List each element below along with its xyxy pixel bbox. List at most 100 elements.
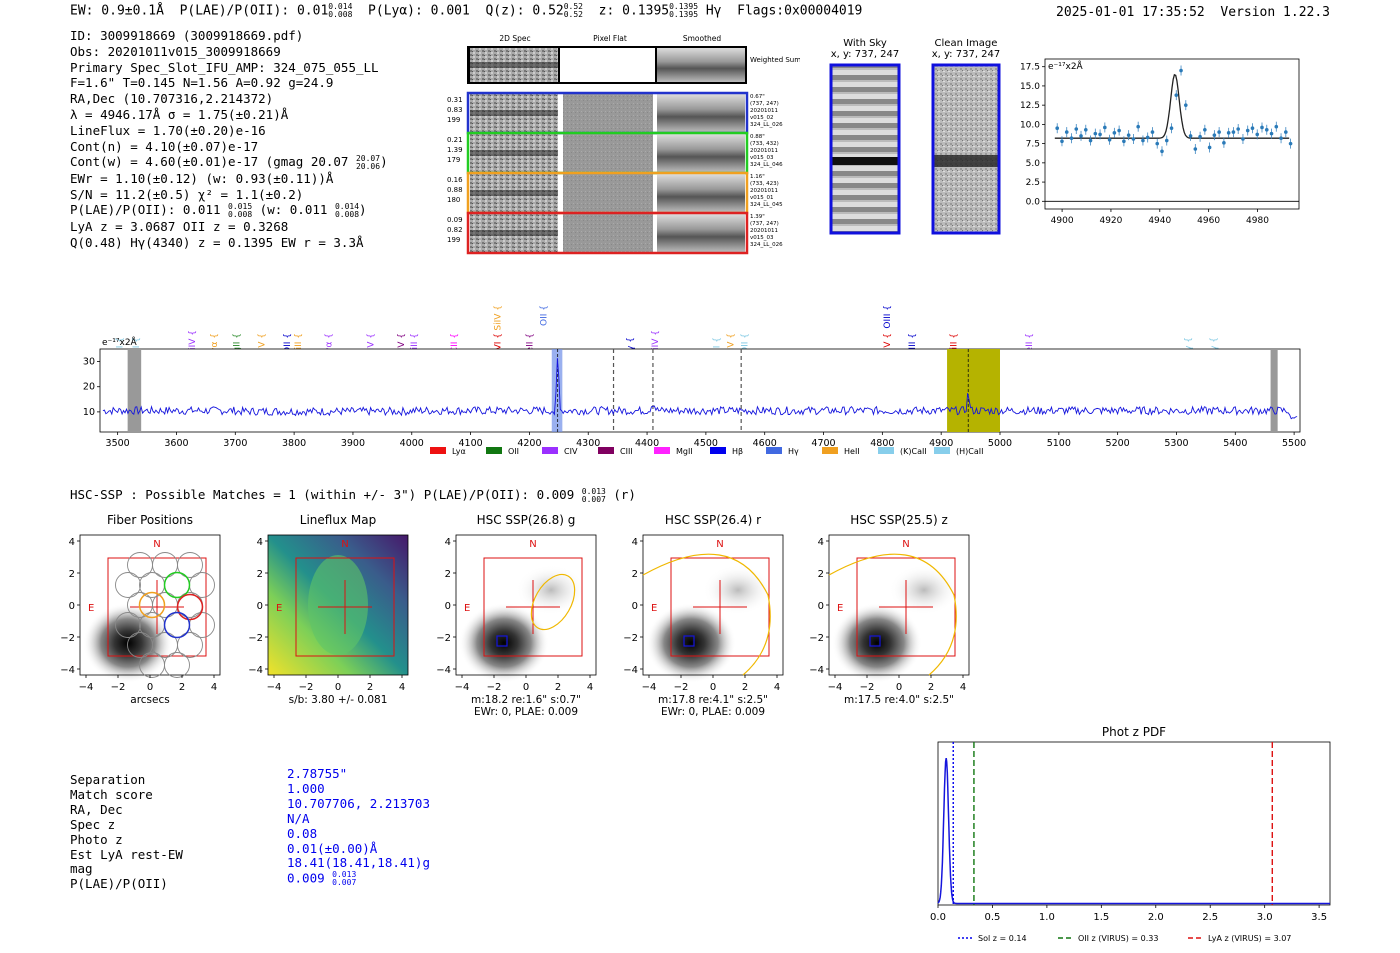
- x-tick-label: 5200: [1106, 438, 1130, 449]
- legend-label: Hγ: [788, 447, 799, 456]
- x-tick-label: 4980: [1246, 216, 1269, 226]
- y-tick-label: 2: [257, 569, 263, 580]
- clean-image-xy: x, y: 737, 247: [931, 49, 1001, 60]
- line-id-label: HeII {: [526, 333, 536, 359]
- row-meta: 20201011: [750, 108, 778, 114]
- info-q: Q(0.48) Hγ(4340) z = 0.1395 EW r = 3.3Å: [70, 234, 364, 250]
- legend-label: OII: [508, 447, 519, 456]
- x-tick-label: 4600: [753, 438, 777, 449]
- y-tick-label: 0: [445, 601, 451, 612]
- row-meta: v015_02: [750, 115, 774, 121]
- x-tick-label: 0: [523, 682, 529, 693]
- row-meta: 324_LL_026: [750, 122, 783, 128]
- x-tick-label: −2: [299, 682, 314, 693]
- row-pixelflat: [563, 94, 653, 132]
- legend-label: LyA z (VIRUS) = 3.07: [1208, 934, 1291, 943]
- row-meta: (737, 247): [750, 101, 779, 107]
- cutout-caption: m:18.2 re:1.6" s:0.7": [471, 694, 581, 706]
- legend-label: (K)CaII: [900, 447, 927, 456]
- fiber-circle: [164, 652, 190, 678]
- data-point: [1122, 139, 1126, 144]
- fiber-circle: [177, 632, 203, 658]
- y-tick-label: 10: [83, 407, 95, 418]
- x-tick-label: 4: [211, 682, 217, 693]
- line-id-label: Hγ {: [1184, 337, 1194, 358]
- weighted-sum-label: Weighted Sum: [750, 56, 800, 64]
- y-tick-label: −4: [248, 665, 263, 676]
- cutout-caption: EWr: 0, PLAE: 0.009: [661, 706, 765, 718]
- aperture-ellipse: [530, 573, 576, 631]
- data-point: [1136, 124, 1140, 129]
- x-tick-label: 3.0: [1257, 912, 1273, 923]
- data-point: [1179, 68, 1183, 73]
- match-ew: 0.01(±0.00)Å: [287, 840, 378, 856]
- header-meta: 2025-01-01 17:35:52 Version 1.22.3: [1056, 5, 1330, 20]
- y-tick-label: −4: [436, 665, 451, 676]
- line-id-label: NV {: [883, 333, 893, 354]
- cutout-caption: m:17.8 re:4.1" s:2.5": [658, 694, 768, 706]
- data-point: [1093, 131, 1098, 136]
- line-id-label: MgII {: [233, 333, 243, 360]
- line-id-labels: MgII {MgII {SiIV {Lyα {MgII {NV {OII {Si…: [115, 305, 1219, 364]
- info-contw: Cont(w) = 4.60(±0.01)e-17 (gmag 20.07 20…: [70, 153, 388, 171]
- line-id-label: HeII {: [1025, 333, 1035, 359]
- cutout-caption: EWr: 0, PLAE: 0.009: [474, 706, 578, 718]
- x-tick-label: 5000: [988, 438, 1012, 449]
- row-meta: v015_01: [750, 195, 774, 201]
- y-tick-label: −2: [809, 633, 824, 644]
- x-tick-label: −4: [79, 682, 94, 693]
- x-tick-label: 4920: [1099, 216, 1122, 226]
- east-label: E: [276, 603, 282, 614]
- header-qz: Q(z): 0.52: [485, 3, 564, 19]
- detection-info: ID: 3009918669 (3009918669.pdf) Obs: 202…: [70, 28, 388, 251]
- x-tick-label: 3600: [164, 438, 188, 449]
- row-value: 179: [447, 156, 460, 164]
- row-value: 0.82: [447, 226, 463, 234]
- header-ew: EW: 0.9±0.1Å: [70, 3, 164, 19]
- row-smoothed: [657, 214, 745, 252]
- spectrum-axes: [99, 348, 1301, 433]
- y-tick-label: 0: [69, 601, 75, 612]
- x-tick-label: 4900: [1051, 216, 1074, 226]
- x-tick-label: 1.0: [1039, 912, 1055, 923]
- cutout-title: HSC SSP(25.5) z: [850, 513, 948, 527]
- aperture-ellipse: [642, 553, 771, 676]
- line-id-label: OII {: [740, 333, 750, 354]
- info-lambda: λ = 4946.17Å σ = 1.75(±0.21)Å: [70, 106, 289, 122]
- info-id: ID: 3009918669 (3009918669.pdf): [70, 28, 304, 43]
- cutout-panel: HSC SSP(25.5) z N E 4 2 0 −2 −4 −4 −2 0 2 4 m:17.5 re…: [809, 513, 970, 706]
- clean-image: [933, 65, 999, 233]
- row-value: 0.83: [447, 106, 463, 114]
- full-spectrum-panel: MgII {MgII {SiIV {Lyα {MgII {NV {OII {Si…: [60, 275, 1310, 465]
- x-tick-label: 4800: [870, 438, 894, 449]
- legend-label: HeII: [844, 447, 860, 456]
- east-label: E: [651, 603, 657, 614]
- header-flags: Flags:0x00004019: [737, 3, 863, 19]
- data-point: [1117, 128, 1121, 133]
- row-meta: (733, 432): [750, 141, 779, 147]
- data-point: [1112, 131, 1117, 135]
- x-tick-label: 0: [896, 682, 902, 693]
- line-fit-unit: e⁻¹⁷x2Å: [1048, 60, 1084, 72]
- match-radec: 10.707706, 2.213703: [287, 795, 430, 811]
- y-tick-label: 2: [445, 569, 451, 580]
- row-meta: v015_03: [750, 235, 774, 241]
- x-tick-label: −2: [111, 682, 126, 693]
- data-point: [1203, 127, 1207, 132]
- photz-curve: [937, 757, 1330, 905]
- y-tick-label: −2: [436, 633, 451, 644]
- row-meta: 324_LL_046: [750, 162, 783, 168]
- spectrum-line: [102, 358, 1298, 420]
- data-point: [1255, 132, 1260, 137]
- match-mag: 18.41(18.41,18.41)g: [287, 855, 430, 871]
- legend-swatch: [598, 447, 614, 454]
- row-value: 0.88: [447, 186, 463, 194]
- y-tick-label: 15.0: [1020, 82, 1040, 92]
- match-label: RA, Dec: [70, 801, 123, 817]
- spec2d-row: 0.09 0.82 199 1.39"(737, 247)20201011v015_0…: [447, 211, 783, 255]
- data-point: [1217, 130, 1221, 134]
- match-label: P(LAE)/P(OII): [70, 876, 168, 892]
- line-fit-axes: [1044, 58, 1300, 210]
- aperture-ellipse: [828, 553, 957, 676]
- data-point: [1103, 125, 1107, 130]
